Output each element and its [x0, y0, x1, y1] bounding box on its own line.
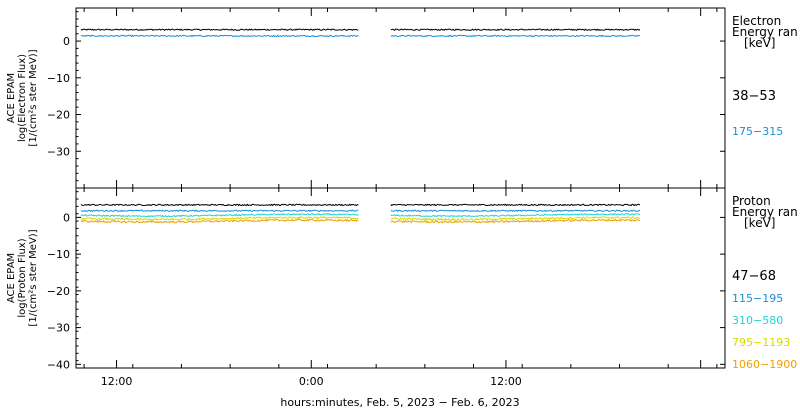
proton-y-axis-label: log(Proton Flux)	[17, 238, 28, 317]
electron-series-line-0	[80, 28, 641, 31]
electron-y-axis-label: log(Electron Flux)	[17, 54, 28, 142]
proton-legend-entry: 47−68	[732, 269, 776, 284]
proton-y-axis-label: ACE EPAM	[6, 253, 17, 303]
proton-y-tick-label: −10	[47, 248, 70, 261]
electron-y-tick-label: 0	[63, 35, 70, 48]
proton-series-line-0	[80, 203, 641, 207]
x-tick-label: 12:00	[101, 375, 133, 388]
electron-y-axis-label: [1/(cm²s ster MeV)]	[28, 49, 39, 146]
electron-legend-title: [keV]	[744, 36, 775, 50]
proton-y-tick-label: −30	[47, 322, 70, 335]
electron-legend-entry: 38−53	[732, 89, 776, 104]
proton-panel: 0 −10 −20 −30 −40 ACE EPAM log(Proton Flux) [1/…	[6, 187, 798, 371]
proton-series-line-3	[80, 215, 641, 222]
proton-y-tick-label: −20	[47, 285, 70, 298]
proton-legend-entry: 115−195	[732, 292, 783, 305]
proton-y-tick-label: −40	[47, 358, 70, 371]
electron-y-tick-label: −10	[47, 72, 70, 85]
electron-legend-title: Energy ran	[732, 25, 798, 39]
electron-series-line-1	[80, 34, 641, 38]
electron-legend-entry: 175−315	[732, 125, 783, 138]
proton-y-tick-label: 0	[63, 211, 70, 224]
proton-y-axis-label: [1/(cm²s ster MeV)]	[28, 229, 39, 326]
x-tick-label: 0:00	[299, 375, 324, 388]
electron-legend-title: Electron	[732, 14, 781, 28]
proton-series-line-1	[80, 209, 641, 213]
x-axis-title: hours:minutes, Feb. 5, 2023 − Feb. 6, 20…	[280, 396, 519, 409]
x-tick-label: 12:00	[490, 375, 522, 388]
proton-legend-entry: 795−1193	[732, 336, 790, 349]
proton-legend-title: Energy ran	[732, 205, 798, 219]
proton-legend-title: [keV]	[744, 216, 775, 230]
electron-y-axis-label: ACE EPAM	[6, 73, 17, 123]
proton-legend-entry: 1060−1900	[732, 358, 797, 371]
electron-y-tick-label: −20	[47, 109, 70, 122]
proton-plot-frame	[75, 187, 726, 369]
electron-panel: 0 −10 −20 −30 ACE EPAM log(Electron Flux) [1/(…	[6, 7, 798, 189]
proton-series-line-2	[80, 212, 641, 218]
proton-legend-entry: 310−580	[732, 314, 783, 327]
electron-y-tick-label: −30	[47, 145, 70, 158]
proton-series-line-4	[80, 218, 641, 224]
proton-legend-title: Proton	[732, 194, 771, 208]
